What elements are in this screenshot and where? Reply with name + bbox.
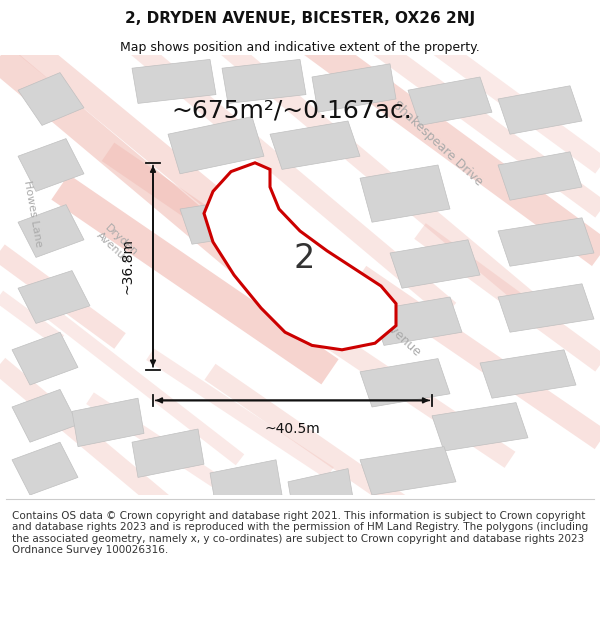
Polygon shape [432, 402, 528, 451]
Text: Shakespeare Drive: Shakespeare Drive [391, 98, 485, 188]
Polygon shape [408, 77, 492, 126]
Polygon shape [288, 469, 354, 517]
Polygon shape [360, 447, 456, 495]
Text: Dryden Avenue: Dryden Avenue [344, 284, 424, 359]
Polygon shape [222, 59, 306, 103]
Polygon shape [210, 460, 282, 508]
Polygon shape [498, 86, 582, 134]
Polygon shape [72, 398, 144, 447]
Polygon shape [18, 271, 90, 323]
Polygon shape [168, 117, 264, 174]
Polygon shape [12, 389, 78, 442]
Polygon shape [18, 72, 84, 126]
Polygon shape [390, 240, 480, 288]
Polygon shape [12, 332, 78, 385]
Text: ~675m²/~0.167ac.: ~675m²/~0.167ac. [171, 98, 412, 122]
Polygon shape [312, 64, 396, 112]
Polygon shape [360, 165, 450, 222]
Polygon shape [498, 284, 594, 332]
Text: 2: 2 [293, 242, 314, 275]
Text: Contains OS data © Crown copyright and database right 2021. This information is : Contains OS data © Crown copyright and d… [12, 511, 588, 556]
Polygon shape [480, 350, 576, 398]
Polygon shape [270, 121, 360, 169]
Text: Map shows position and indicative extent of the property.: Map shows position and indicative extent… [120, 41, 480, 54]
Polygon shape [132, 429, 204, 478]
Polygon shape [180, 196, 276, 244]
Polygon shape [12, 442, 78, 495]
Polygon shape [204, 162, 396, 350]
Polygon shape [498, 217, 594, 266]
Polygon shape [18, 139, 84, 191]
Polygon shape [132, 59, 216, 103]
Text: ~36.8m: ~36.8m [121, 238, 135, 294]
Polygon shape [372, 297, 462, 346]
Text: ~40.5m: ~40.5m [265, 422, 320, 436]
Polygon shape [498, 152, 582, 200]
Text: 2, DRYDEN AVENUE, BICESTER, OX26 2NJ: 2, DRYDEN AVENUE, BICESTER, OX26 2NJ [125, 11, 475, 26]
Polygon shape [360, 359, 450, 407]
Text: Howes Lane: Howes Lane [22, 179, 44, 248]
Polygon shape [18, 204, 84, 258]
Text: Dryden
Avenue: Dryden Avenue [94, 222, 140, 266]
